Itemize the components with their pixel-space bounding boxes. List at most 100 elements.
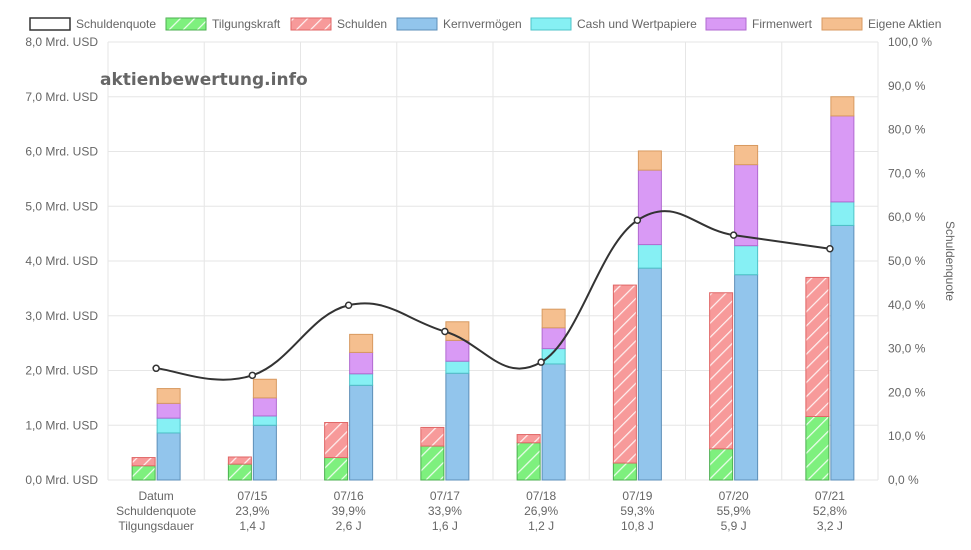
tilgungsdauer-value-07-16: 2,6 J xyxy=(336,519,362,533)
schuldenquote-point-07-17 xyxy=(441,327,449,336)
y-right-tick-label: 100,0 % xyxy=(888,35,932,49)
legend-swatch-eigene-aktien xyxy=(821,17,863,31)
y-left-tick-label: 8,0 Mrd. USD xyxy=(25,35,98,49)
y-right-tick-label: 90,0 % xyxy=(888,79,926,93)
bar-kernvermoegen-07-21 xyxy=(830,224,855,481)
legend-swatch-tilgungskraft xyxy=(165,17,207,31)
bar-eigene-aktien-07-20 xyxy=(734,144,759,166)
bar-tilgungskraft-datum xyxy=(131,465,156,481)
x-tick-label-datum: Datum xyxy=(138,489,173,503)
legend-item-firmenwert: Firmenwert xyxy=(705,17,813,31)
bar-eigene-aktien-07-21 xyxy=(830,96,855,117)
legend-swatch-schuldenquote xyxy=(29,17,71,31)
grid xyxy=(107,41,879,481)
y-left-tick-label: 5,0 Mrd. USD xyxy=(25,199,98,213)
y-left-tick-label: 4,0 Mrd. USD xyxy=(25,254,98,268)
legend-label-schulden: Schulden xyxy=(337,17,387,31)
legend-label-firmenwert: Firmenwert xyxy=(752,17,813,31)
y-right-axis-title: Schuldenquote xyxy=(943,221,957,301)
legend-swatch-cash-und-wertpapiere xyxy=(530,17,572,31)
schuldenquote-value-07-17: 33,9% xyxy=(428,504,462,518)
bar-tilgungskraft-07-17 xyxy=(420,445,445,481)
bar-schulden-07-17 xyxy=(420,426,445,447)
bar-schulden-07-15 xyxy=(227,456,252,465)
y-right-tick-label: 0,0 % xyxy=(888,473,919,487)
schuldenquote-value-07-18: 26,9% xyxy=(524,504,558,518)
row-label-schuldenquote: Schuldenquote xyxy=(116,504,196,518)
bar-eigene-aktien-07-16 xyxy=(349,333,374,353)
y-right-tick-label: 10,0 % xyxy=(888,429,926,443)
bar-firmenwert-datum xyxy=(156,402,181,419)
y-right-tick-label: 70,0 % xyxy=(888,166,926,180)
bar-eigene-aktien-07-17 xyxy=(445,321,470,341)
schuldenquote-line-path xyxy=(156,210,831,381)
bar-eigene-aktien-07-15 xyxy=(252,378,277,399)
legend: Schuldenquote Tilgungskraft Schulden Kernve… xyxy=(29,17,941,31)
tilgungsdauer-value-07-19: 10,8 J xyxy=(621,519,654,533)
bar-kernvermoegen-07-15 xyxy=(252,424,277,481)
bar-eigene-aktien-07-18 xyxy=(541,308,566,329)
tilgungsdauer-value-07-20: 5,9 J xyxy=(721,519,747,533)
y-left-tick-label: 6,0 Mrd. USD xyxy=(25,145,98,159)
bar-tilgungskraft-07-18 xyxy=(516,442,541,481)
legend-label-cash-und-wertpapiere: Cash und Wertpapiere xyxy=(577,17,697,31)
y-right-tick-label: 80,0 % xyxy=(888,123,926,137)
bar-firmenwert-07-20 xyxy=(734,164,759,247)
y-right-tick-label: 30,0 % xyxy=(888,342,926,356)
bar-firmenwert-07-21 xyxy=(830,115,855,203)
y-left-tick-label: 3,0 Mrd. USD xyxy=(25,309,98,323)
legend-item-cash-und-wertpapiere: Cash und Wertpapiere xyxy=(530,17,697,31)
schuldenquote-value-07-16: 39,9% xyxy=(332,504,366,518)
x-tick-label-07-18: 07/18 xyxy=(526,489,556,503)
y-left-tick-label: 1,0 Mrd. USD xyxy=(25,418,98,432)
bar-tilgungskraft-07-15 xyxy=(227,463,252,481)
x-tick-label-07-16: 07/16 xyxy=(334,489,364,503)
x-tick-label-07-15: 07/15 xyxy=(237,489,267,503)
legend-item-schuldenquote: Schuldenquote xyxy=(29,17,156,31)
bar-eigene-aktien-datum xyxy=(156,388,181,404)
x-tick-label-07-21: 07/21 xyxy=(815,489,845,503)
y-right-tick-label: 60,0 % xyxy=(888,210,926,224)
y-right-tick-label: 50,0 % xyxy=(888,254,926,268)
bar-cash-und-wertpapiere-07-15 xyxy=(252,415,277,426)
legend-label-schuldenquote: Schuldenquote xyxy=(76,17,156,31)
row-label-tilgungsdauer: Tilgungsdauer xyxy=(118,519,194,533)
bar-firmenwert-07-17 xyxy=(445,339,470,362)
x-tick-label-07-17: 07/17 xyxy=(430,489,460,503)
legend-swatch-schulden xyxy=(290,17,332,31)
y-left-tick-label: 2,0 Mrd. USD xyxy=(25,364,98,378)
bar-schulden-datum xyxy=(131,457,156,467)
bar-tilgungskraft-07-16 xyxy=(324,457,349,481)
legend-swatch-kernvermoegen xyxy=(396,17,438,31)
legend-label-tilgungskraft: Tilgungskraft xyxy=(212,17,281,31)
tilgungsdauer-value-07-21: 3,2 J xyxy=(817,519,843,533)
legend-item-kernvermoegen: Kernvermögen xyxy=(396,17,522,31)
bar-firmenwert-07-18 xyxy=(541,327,566,350)
schuldenquote-value-07-15: 23,9% xyxy=(235,504,269,518)
schuldenquote-point-07-16 xyxy=(344,301,353,309)
x-tick-label-07-19: 07/19 xyxy=(622,489,652,503)
bar-cash-und-wertpapiere-07-19 xyxy=(637,244,662,269)
schuldenquote-point-datum xyxy=(152,364,160,373)
bar-firmenwert-07-16 xyxy=(349,351,374,375)
bar-cash-und-wertpapiere-07-20 xyxy=(734,245,759,276)
bar-schulden-07-20 xyxy=(709,292,734,450)
schuldenquote-point-07-19 xyxy=(633,216,642,225)
bar-schulden-07-21 xyxy=(805,276,830,417)
bar-kernvermoegen-07-20 xyxy=(734,274,759,481)
bar-cash-und-wertpapiere-07-17 xyxy=(445,360,470,374)
bar-kernvermoegen-07-18 xyxy=(541,363,566,481)
bar-kernvermoegen-07-17 xyxy=(445,372,470,481)
bar-tilgungskraft-07-19 xyxy=(612,462,637,481)
watermark-text: aktienbewertung.info xyxy=(100,70,308,90)
bar-schulden-07-19 xyxy=(612,284,637,464)
y-left-tick-label: 0,0 Mrd. USD xyxy=(25,473,98,487)
tilgungsdauer-value-07-18: 1,2 J xyxy=(528,519,554,533)
axes: 0,0 Mrd. USD 1,0 Mrd. USD 2,0 Mrd. USD 3,0 … xyxy=(25,35,957,533)
schuldenquote-point-07-15 xyxy=(248,371,257,380)
bar-kernvermoegen-datum xyxy=(156,432,181,481)
bar-firmenwert-07-19 xyxy=(637,169,662,246)
tilgungsdauer-value-07-17: 1,6 J xyxy=(432,519,458,533)
bar-cash-und-wertpapiere-07-21 xyxy=(830,201,855,226)
